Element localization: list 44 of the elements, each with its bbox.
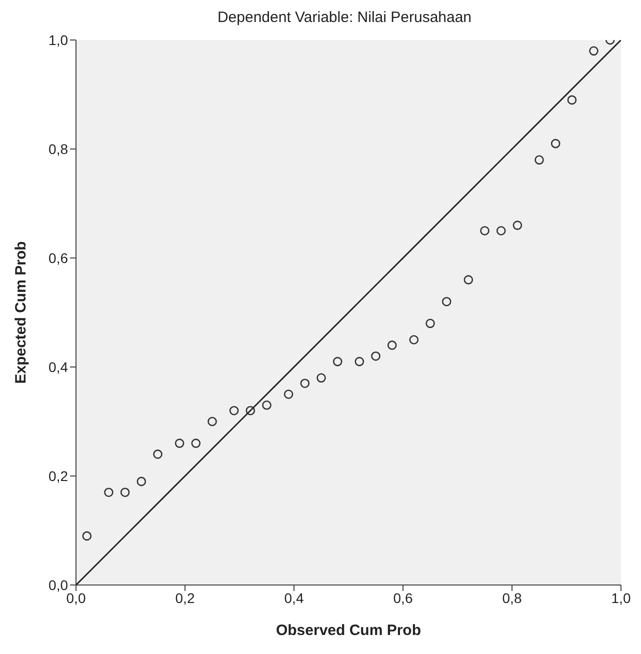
y-tick-label: 0,4 [48, 358, 68, 375]
y-tick-label: 0,8 [48, 140, 68, 157]
y-tick-label: 0,6 [48, 250, 68, 266]
x-axis-title: Observed Cum Prob [276, 622, 422, 639]
point [464, 275, 474, 284]
point [300, 378, 310, 388]
point [120, 488, 130, 497]
x-tick-label: 0,2 [175, 590, 195, 606]
point [153, 450, 162, 459]
point [104, 488, 114, 497]
point [229, 406, 239, 416]
y-tick-label: 0,0 [48, 576, 68, 593]
y-axis-title: Expected Cum Prob [12, 241, 30, 384]
point [208, 416, 217, 426]
x-tick-label: 0,8 [502, 590, 522, 606]
point [174, 438, 184, 448]
point [496, 226, 506, 236]
y-tick-label: 1,0 [48, 32, 68, 48]
point [246, 406, 256, 416]
point [332, 356, 342, 366]
point [550, 138, 560, 148]
y-tick-label: 0,2 [48, 468, 68, 484]
point [512, 220, 522, 230]
point [136, 476, 146, 486]
point [426, 318, 435, 328]
point [567, 95, 577, 105]
point [316, 373, 326, 383]
x-tick-label: 0,6 [393, 590, 413, 606]
point [442, 296, 452, 306]
point [354, 356, 364, 366]
point [534, 155, 544, 165]
x-tick-label: 0,0 [66, 590, 86, 606]
point [409, 335, 419, 344]
point [589, 46, 598, 56]
point [262, 400, 272, 410]
point [191, 438, 201, 448]
point [82, 531, 92, 541]
chart-title: Dependent Variable: Nilai Perusahaan [216, 8, 473, 28]
x-tick-label: 1,0 [611, 590, 631, 606]
point [387, 340, 397, 350]
point [371, 351, 380, 361]
point [284, 390, 294, 399]
point [480, 226, 490, 236]
x-tick-label: 0,4 [284, 590, 304, 606]
